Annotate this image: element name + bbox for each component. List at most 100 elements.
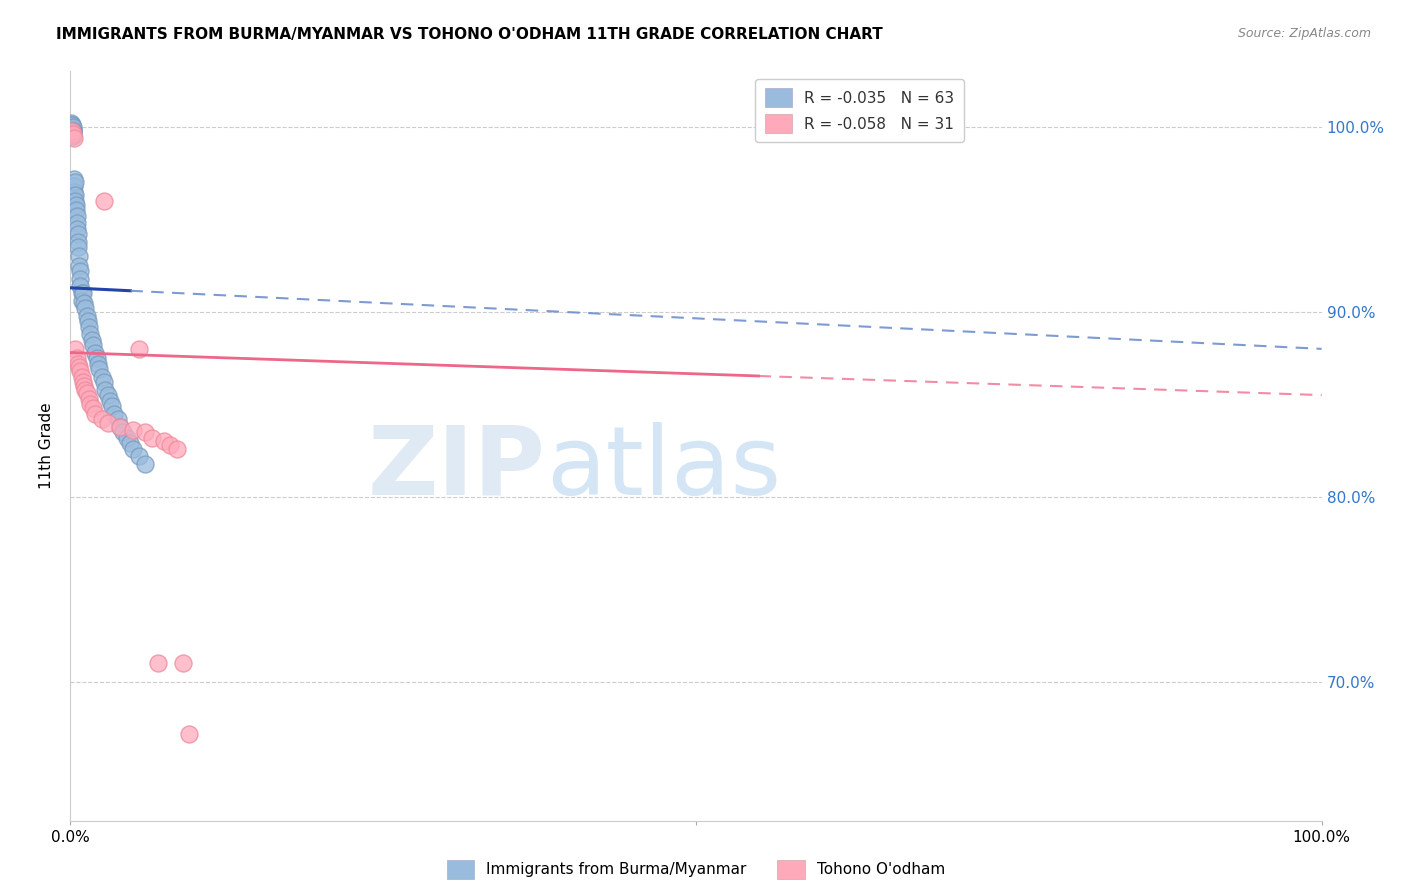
Point [82,401,104,415]
Point [146,657,169,671]
Point [111,425,134,439]
Point [62,123,84,137]
Point [134,457,156,471]
Point [62,125,84,139]
Point [87,357,110,371]
Point [63,131,86,145]
Point [90,369,112,384]
Point [115,431,138,445]
Point [70,369,93,384]
Point [159,438,181,452]
Point [69,364,91,378]
Point [69,279,91,293]
Point [72,286,94,301]
Point [65,209,87,223]
Point [76,309,98,323]
Point [76,314,98,328]
Point [153,434,176,449]
Point [97,416,120,430]
Text: ZIP: ZIP [368,422,546,515]
Point [66,221,89,235]
Point [172,657,194,671]
Y-axis label: 11th Grade: 11th Grade [39,402,55,490]
Point [110,419,132,434]
Point [90,412,112,426]
Point [82,338,104,352]
Point [66,357,89,371]
Point [65,188,87,202]
Point [77,319,100,334]
Point [73,295,96,310]
Text: IMMIGRANTS FROM BURMA/MYANMAR VS TOHONO O'ODHAM 11TH GRADE CORRELATION CHART: IMMIGRANTS FROM BURMA/MYANMAR VS TOHONO … [56,27,883,42]
Point [121,423,145,437]
Point [72,375,94,389]
Point [121,442,145,456]
Point [67,259,90,273]
Point [63,171,86,186]
Point [70,293,93,308]
Point [60,121,83,136]
Point [84,407,107,421]
Point [66,235,89,249]
Point [93,194,115,208]
Point [63,179,86,194]
Point [60,118,83,132]
Point [179,727,201,741]
Point [79,327,101,342]
Point [84,345,107,359]
Point [65,342,87,356]
Point [110,419,132,434]
Point [93,375,115,389]
Point [65,194,87,208]
Point [65,351,87,365]
Point [70,286,93,301]
Point [60,125,83,139]
Point [65,197,87,211]
Point [73,379,96,393]
Point [62,123,84,137]
Text: atlas: atlas [546,422,780,515]
Point [103,407,125,421]
Point [65,203,87,218]
Point [67,249,90,263]
Point [60,118,83,132]
Point [69,271,91,285]
Point [66,227,89,242]
Legend: Immigrants from Burma/Myanmar, Tohono O'odham: Immigrants from Burma/Myanmar, Tohono O'… [437,851,955,888]
Point [79,397,101,411]
Point [62,120,84,134]
Point [62,128,84,142]
Point [62,129,84,144]
Point [120,436,142,450]
Point [94,383,117,397]
Point [62,121,84,136]
Point [128,342,150,356]
Point [75,301,97,315]
Point [107,412,129,426]
Point [87,362,110,376]
Point [75,383,97,397]
Point [141,431,163,445]
Point [166,442,188,456]
Point [100,399,122,413]
Point [134,425,156,439]
Point [60,123,83,137]
Point [62,128,84,142]
Point [60,116,83,130]
Point [65,216,87,230]
Point [67,360,90,375]
Point [97,388,120,402]
Point [76,386,98,401]
Text: Source: ZipAtlas.com: Source: ZipAtlas.com [1237,27,1371,40]
Point [60,123,83,137]
Point [67,240,90,254]
Point [63,185,86,199]
Point [128,449,150,463]
Point [77,392,100,406]
Point [86,351,108,365]
Point [69,264,91,278]
Point [80,333,103,347]
Point [63,175,86,189]
Point [98,393,121,408]
Point [60,120,83,134]
